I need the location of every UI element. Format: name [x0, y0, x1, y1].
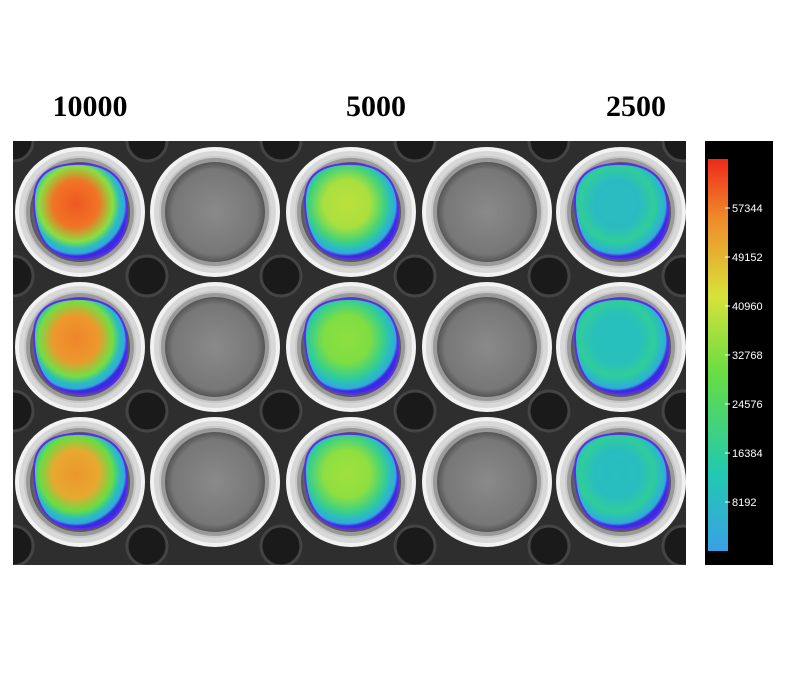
plate-interstitial	[13, 254, 35, 298]
luminescence-signal	[32, 297, 129, 396]
colorbar-tick-label: 24576	[732, 399, 763, 411]
plate-interstitial	[393, 389, 437, 433]
plate-interstitial	[527, 524, 571, 565]
well-r2-c1	[15, 282, 145, 412]
well-r3-c3	[286, 417, 416, 547]
well-r3-c1	[15, 417, 145, 547]
plate-interstitial	[259, 254, 303, 298]
plate-interstitial	[259, 524, 303, 565]
well-r1-c4	[422, 147, 552, 277]
plate-interstitial	[661, 141, 686, 163]
column-label-5000: 5000	[346, 90, 406, 123]
well-r2-c5	[556, 282, 686, 412]
well-r1-c5	[556, 147, 686, 277]
well-r2-c2	[150, 282, 280, 412]
colorbar-tick-label: 16384	[732, 448, 763, 460]
luminescence-signal	[303, 297, 400, 396]
luminescence-signal	[573, 162, 670, 261]
well-r3-c5	[556, 417, 686, 547]
column-label-2500: 2500	[606, 90, 666, 123]
plate-interstitial	[125, 254, 169, 298]
plate-interstitial	[527, 254, 571, 298]
plate-interstitial	[527, 389, 571, 433]
plate-interstitial	[259, 141, 303, 163]
well-r1-c2	[150, 147, 280, 277]
colorbar-gradient	[708, 159, 728, 551]
luminescence-signal	[303, 432, 400, 531]
well-plate-image	[13, 141, 686, 565]
plate-interstitial	[13, 141, 35, 163]
plate-interstitial	[661, 524, 686, 565]
luminescence-signal	[303, 162, 400, 261]
well-r1-c3	[286, 147, 416, 277]
plate-interstitial	[13, 524, 35, 565]
well-r2-c4	[422, 282, 552, 412]
intensity-colorbar: 57344 49152 40960 32768 24576 16384 8192	[705, 141, 773, 565]
plate-interstitial	[661, 389, 686, 433]
plate-interstitial	[125, 389, 169, 433]
colorbar-tick-label: 57344	[732, 203, 763, 215]
column-label-10000: 10000	[52, 90, 128, 123]
plate-interstitial	[125, 141, 169, 163]
luminescence-signal	[32, 162, 129, 261]
plate-interstitial	[393, 524, 437, 565]
plate-interstitial	[393, 254, 437, 298]
colorbar-tick-label: 8192	[732, 497, 756, 509]
well-r3-c4	[422, 417, 552, 547]
well-r1-c1	[15, 147, 145, 277]
plate-interstitial	[125, 524, 169, 565]
plate-interstitial	[661, 254, 686, 298]
plate-interstitial	[393, 141, 437, 163]
luminescence-signal	[573, 297, 670, 396]
well-r3-c2	[150, 417, 280, 547]
luminescence-signal	[573, 432, 670, 531]
well-r2-c3	[286, 282, 416, 412]
colorbar-tick-label: 40960	[732, 301, 763, 313]
plate-interstitial	[527, 141, 571, 163]
colorbar-tick-label: 32768	[732, 350, 763, 362]
colorbar-tick-label: 49152	[732, 252, 763, 264]
plate-interstitial	[259, 389, 303, 433]
luminescence-signal	[32, 432, 129, 531]
plate-interstitial	[13, 389, 35, 433]
